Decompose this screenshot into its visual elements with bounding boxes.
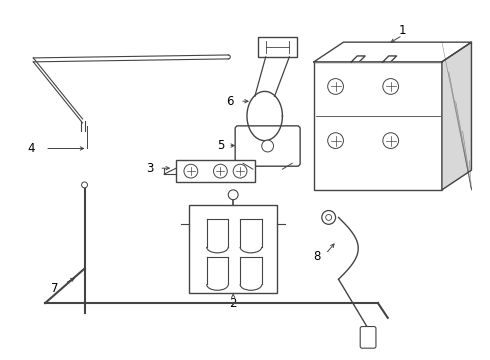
Circle shape bbox=[228, 190, 238, 200]
Circle shape bbox=[81, 182, 88, 188]
Text: 5: 5 bbox=[217, 139, 224, 152]
Polygon shape bbox=[383, 56, 396, 62]
Bar bbox=[314, 62, 442, 190]
Text: 8: 8 bbox=[313, 250, 320, 263]
Circle shape bbox=[383, 133, 398, 148]
Circle shape bbox=[322, 211, 336, 224]
Circle shape bbox=[233, 164, 247, 178]
Polygon shape bbox=[314, 42, 471, 62]
Circle shape bbox=[184, 164, 198, 178]
Bar bbox=[258, 37, 297, 57]
FancyBboxPatch shape bbox=[235, 126, 300, 166]
Circle shape bbox=[326, 215, 332, 220]
Text: 3: 3 bbox=[146, 162, 153, 175]
Circle shape bbox=[383, 78, 398, 94]
Circle shape bbox=[262, 140, 273, 152]
Text: 6: 6 bbox=[226, 95, 234, 108]
Circle shape bbox=[328, 78, 343, 94]
Text: 4: 4 bbox=[27, 142, 35, 155]
Polygon shape bbox=[442, 42, 471, 190]
Circle shape bbox=[214, 164, 227, 178]
Bar bbox=[189, 204, 277, 293]
Text: 1: 1 bbox=[399, 24, 406, 37]
Text: 7: 7 bbox=[51, 282, 59, 295]
FancyBboxPatch shape bbox=[360, 327, 376, 348]
Bar bbox=[176, 160, 255, 182]
Polygon shape bbox=[247, 91, 282, 141]
Polygon shape bbox=[351, 56, 365, 62]
Text: 2: 2 bbox=[229, 297, 237, 310]
Circle shape bbox=[328, 133, 343, 148]
